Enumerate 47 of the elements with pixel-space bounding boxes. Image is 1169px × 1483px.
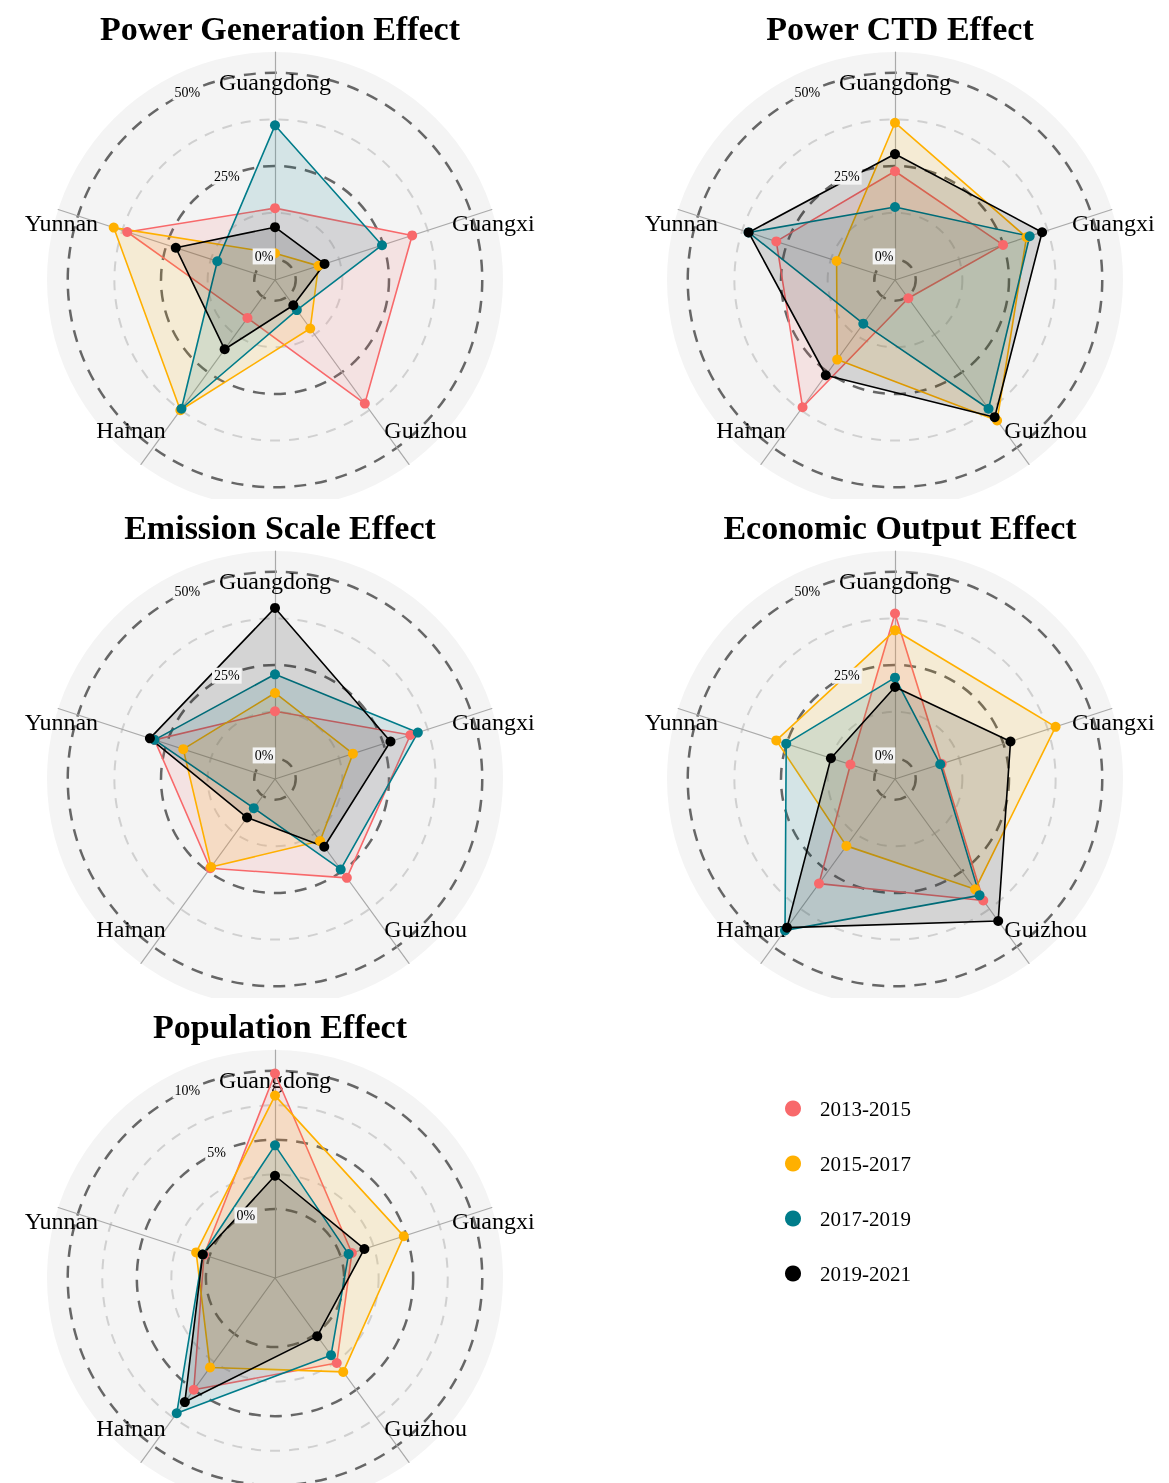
y-tick-label: 0%	[874, 248, 894, 264]
y-tick-label: 0%	[874, 747, 894, 763]
y-tick-label: 25%	[213, 169, 240, 185]
legend-label: 2019-2021	[820, 1261, 911, 1286]
legend-label: 2013-2015	[820, 1096, 911, 1121]
spoke-label: Guangxi	[1071, 209, 1155, 236]
spoke-label: Hainan	[96, 417, 166, 444]
spoke-label: Guangxi	[451, 1207, 535, 1234]
spoke-label: Guizhou	[384, 916, 467, 943]
spoke-label: Guangdong	[219, 568, 331, 594]
y-tick-label: 0%	[236, 1207, 256, 1223]
y-tick-label: 50%	[794, 583, 821, 599]
spoke-label: Guangxi	[1071, 708, 1155, 735]
spoke-label: Yunnan	[24, 708, 99, 735]
y-tick-label: 50%	[794, 84, 821, 100]
chart-title: Emission Scale Effect	[124, 508, 437, 546]
spoke-label: Guizhou	[1004, 916, 1087, 943]
y-tick-label: 5%	[207, 1145, 227, 1161]
y-tick-label: 25%	[833, 169, 860, 185]
spoke-label: Guizhou	[384, 1415, 467, 1442]
y-tick-label: 25%	[213, 668, 240, 684]
spoke-label: Hainan	[96, 916, 166, 943]
spoke-label: Yunnan	[24, 1207, 99, 1234]
spoke-label: Guizhou	[384, 417, 467, 444]
spoke-label: Guangdong	[219, 69, 331, 95]
chart-title: Power CTD Effect	[766, 9, 1035, 47]
spoke-label: Yunnan	[644, 209, 719, 236]
spoke-label: Yunnan	[24, 209, 99, 236]
y-tick-label: 50%	[174, 583, 201, 599]
y-tick-label: 0%	[254, 747, 274, 763]
y-tick-label: 50%	[174, 84, 201, 100]
chart-title: Population Effect	[152, 1007, 408, 1045]
y-tick-label: 0%	[254, 248, 274, 264]
legend-label: 2017-2019	[820, 1206, 911, 1231]
chart-title: Power Generation Effect	[99, 9, 461, 47]
spoke-label: Guangxi	[451, 708, 535, 735]
spoke-label: Hainan	[716, 417, 786, 444]
spoke-label: Guizhou	[1004, 417, 1087, 444]
legend-label: 2015-2017	[820, 1151, 911, 1176]
spoke-label: Guangxi	[451, 209, 535, 236]
spoke-label: Guangdong	[839, 69, 951, 95]
chart-title: Economic Output Effect	[723, 508, 1078, 546]
y-tick-label: 10%	[174, 1082, 201, 1098]
spoke-label: Hainan	[96, 1415, 166, 1442]
spoke-label: Yunnan	[644, 708, 719, 735]
y-tick-label: 25%	[833, 668, 860, 684]
spoke-label: Guangdong	[839, 568, 951, 594]
